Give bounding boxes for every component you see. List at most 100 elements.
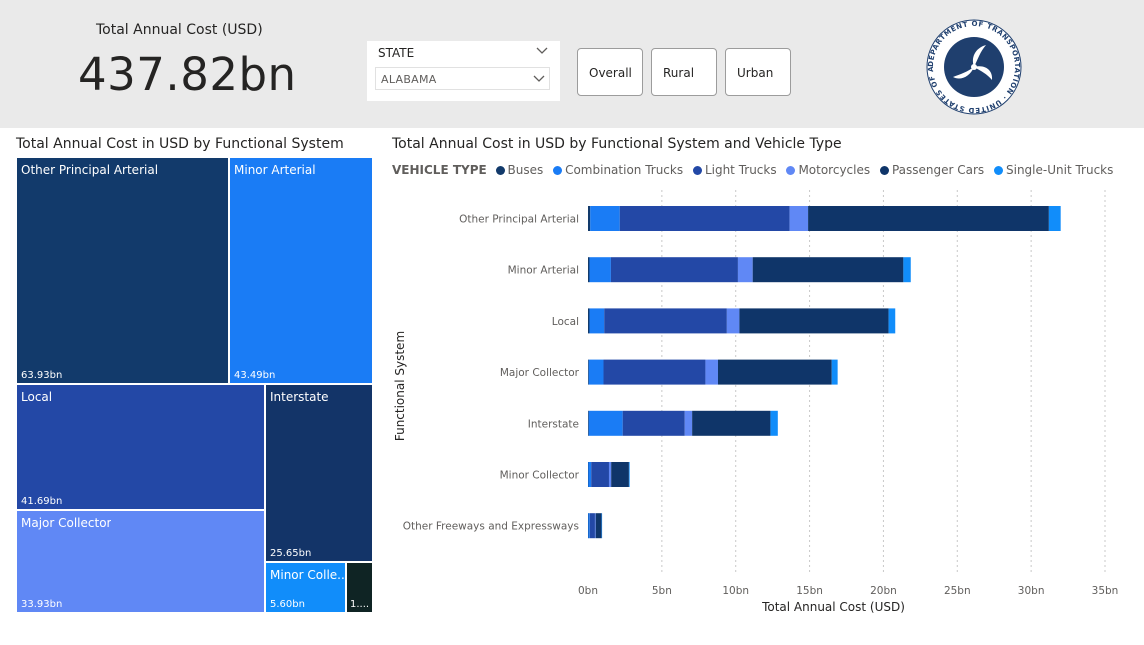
bar-segment[interactable] bbox=[588, 359, 589, 385]
bar-segment[interactable] bbox=[603, 359, 706, 385]
treemap-tile-other-freeways[interactable]: 1.... bbox=[346, 562, 373, 613]
tile-label: Minor Colle... bbox=[270, 568, 346, 582]
x-tick-label: 15bn bbox=[796, 585, 823, 597]
treemap-tile-interstate[interactable]: Interstate 25.65bn bbox=[265, 384, 373, 562]
bar-segment[interactable] bbox=[589, 513, 595, 539]
bar-segment[interactable] bbox=[705, 359, 718, 385]
bar-segment[interactable] bbox=[1048, 206, 1061, 231]
bar-segment[interactable] bbox=[692, 410, 771, 436]
legend-dot-icon bbox=[495, 166, 505, 175]
tile-label: Major Collector bbox=[21, 516, 112, 530]
x-tick-label: 25bn bbox=[944, 585, 971, 597]
bar-segment[interactable] bbox=[739, 308, 889, 334]
bar-segment[interactable] bbox=[589, 308, 605, 334]
legend-item-motorcycles[interactable]: Motorcycles bbox=[786, 163, 870, 177]
bar-segment[interactable] bbox=[619, 206, 790, 231]
tile-value: 25.65bn bbox=[270, 548, 312, 559]
legend-label: Buses bbox=[507, 163, 544, 177]
bar-segment[interactable] bbox=[588, 257, 590, 283]
slicer-title: STATE bbox=[378, 46, 415, 60]
urban-button[interactable]: Urban bbox=[725, 48, 791, 96]
y-axis-title: Functional System bbox=[393, 331, 407, 441]
bar-segment[interactable] bbox=[808, 206, 1049, 231]
bar-segment[interactable] bbox=[770, 410, 778, 436]
chevron-down-icon[interactable] bbox=[536, 45, 548, 55]
state-slicer: STATE ALABAMA bbox=[367, 41, 560, 101]
legend-item-single-unit-trucks[interactable]: Single-Unit Trucks bbox=[994, 163, 1113, 177]
tile-label: Interstate bbox=[270, 390, 329, 404]
x-tick-label: 20bn bbox=[870, 585, 897, 597]
y-category-label: Minor Arterial bbox=[508, 265, 579, 277]
bar-segment[interactable] bbox=[595, 513, 602, 539]
bar-segment[interactable] bbox=[717, 359, 832, 385]
bar-segment[interactable] bbox=[588, 462, 592, 487]
bar-segment[interactable] bbox=[831, 359, 838, 385]
bar-segment[interactable] bbox=[591, 462, 609, 487]
tile-value: 1.... bbox=[350, 599, 370, 610]
bar-segment[interactable] bbox=[588, 513, 589, 539]
dot-seal-icon: DEPARTMENT OF TRANSPORTATION · UNITED ST… bbox=[926, 19, 1022, 115]
bar-segment[interactable] bbox=[589, 257, 611, 283]
tile-value: 63.93bn bbox=[21, 370, 63, 381]
bar-segment[interactable] bbox=[622, 410, 685, 436]
treemap-title: Total Annual Cost in USD by Functional S… bbox=[16, 136, 344, 152]
bar-segment[interactable] bbox=[601, 513, 603, 539]
y-category-label: Other Principal Arterial bbox=[459, 214, 579, 226]
legend-dot-icon bbox=[994, 166, 1003, 175]
tile-label: Other Principal Arterial bbox=[21, 163, 159, 177]
legend-dot-icon bbox=[879, 166, 889, 175]
bar-segment[interactable] bbox=[610, 257, 738, 283]
legend-item-passenger-cars[interactable]: Passenger Cars bbox=[879, 163, 985, 177]
bar-segment[interactable] bbox=[590, 206, 620, 231]
kpi-value: 437.82bn bbox=[78, 48, 297, 101]
treemap-tile-minor-arterial[interactable]: Minor Arterial 43.49bn bbox=[229, 157, 373, 384]
overall-button[interactable]: Overall bbox=[577, 48, 643, 96]
bar-segment[interactable] bbox=[888, 308, 896, 334]
bar-segment[interactable] bbox=[608, 462, 612, 487]
bar-segment[interactable] bbox=[588, 410, 623, 436]
y-category-label: Other Freeways and Expressways bbox=[403, 521, 579, 533]
rural-button[interactable]: Rural bbox=[651, 48, 717, 96]
x-tick-label: 5bn bbox=[652, 585, 672, 597]
legend-dot-icon bbox=[692, 166, 702, 175]
bar-segment[interactable] bbox=[588, 359, 604, 385]
bar-chart-title: Total Annual Cost in USD by Functional S… bbox=[392, 136, 842, 152]
x-tick-label: 30bn bbox=[1018, 585, 1045, 597]
bar-segment[interactable] bbox=[588, 513, 590, 539]
tile-label: Minor Arterial bbox=[234, 163, 316, 177]
y-category-label: Interstate bbox=[528, 418, 579, 430]
bar-segment[interactable] bbox=[752, 257, 904, 283]
legend-item-light-trucks[interactable]: Light Trucks bbox=[692, 163, 777, 177]
x-axis-title: Total Annual Cost (USD) bbox=[761, 600, 905, 614]
y-category-label: Local bbox=[552, 316, 579, 328]
bar-segment[interactable] bbox=[588, 462, 589, 487]
tile-value: 41.69bn bbox=[21, 496, 63, 507]
treemap-tile-other-principal-arterial[interactable]: Other Principal Arterial 63.93bn bbox=[16, 157, 229, 384]
bar-segment[interactable] bbox=[594, 513, 596, 539]
chart-legend: VEHICLE TYPE Buses Combination Trucks Li… bbox=[392, 163, 1119, 177]
bar-segment[interactable] bbox=[737, 257, 753, 283]
treemap-tile-minor-collector[interactable]: Minor Colle... 5.60bn bbox=[265, 562, 346, 613]
treemap-tile-major-collector[interactable]: Major Collector 33.93bn bbox=[16, 510, 265, 613]
state-dropdown-value: ALABAMA bbox=[381, 73, 437, 86]
tile-value: 5.60bn bbox=[270, 599, 305, 610]
bar-segment[interactable] bbox=[588, 206, 591, 231]
legend-item-buses[interactable]: Buses bbox=[495, 163, 544, 177]
legend-label: Passenger Cars bbox=[891, 163, 985, 177]
bar-segment[interactable] bbox=[611, 462, 629, 487]
bar-segment[interactable] bbox=[588, 410, 589, 436]
bar-segment[interactable] bbox=[903, 257, 911, 283]
bar-segment[interactable] bbox=[588, 308, 590, 334]
treemap-tile-local[interactable]: Local 41.69bn bbox=[16, 384, 265, 510]
bar-segment[interactable] bbox=[628, 462, 630, 487]
bar-segment[interactable] bbox=[726, 308, 740, 334]
bar-segment[interactable] bbox=[789, 206, 809, 231]
state-dropdown[interactable]: ALABAMA bbox=[375, 67, 550, 90]
chevron-down-icon bbox=[533, 75, 545, 82]
bar-segment[interactable] bbox=[604, 308, 727, 334]
legend-item-combination-trucks[interactable]: Combination Trucks bbox=[553, 163, 683, 177]
legend-label: Combination Trucks bbox=[565, 163, 684, 177]
y-category-label: Minor Collector bbox=[500, 470, 580, 482]
bar-segment[interactable] bbox=[684, 410, 693, 436]
